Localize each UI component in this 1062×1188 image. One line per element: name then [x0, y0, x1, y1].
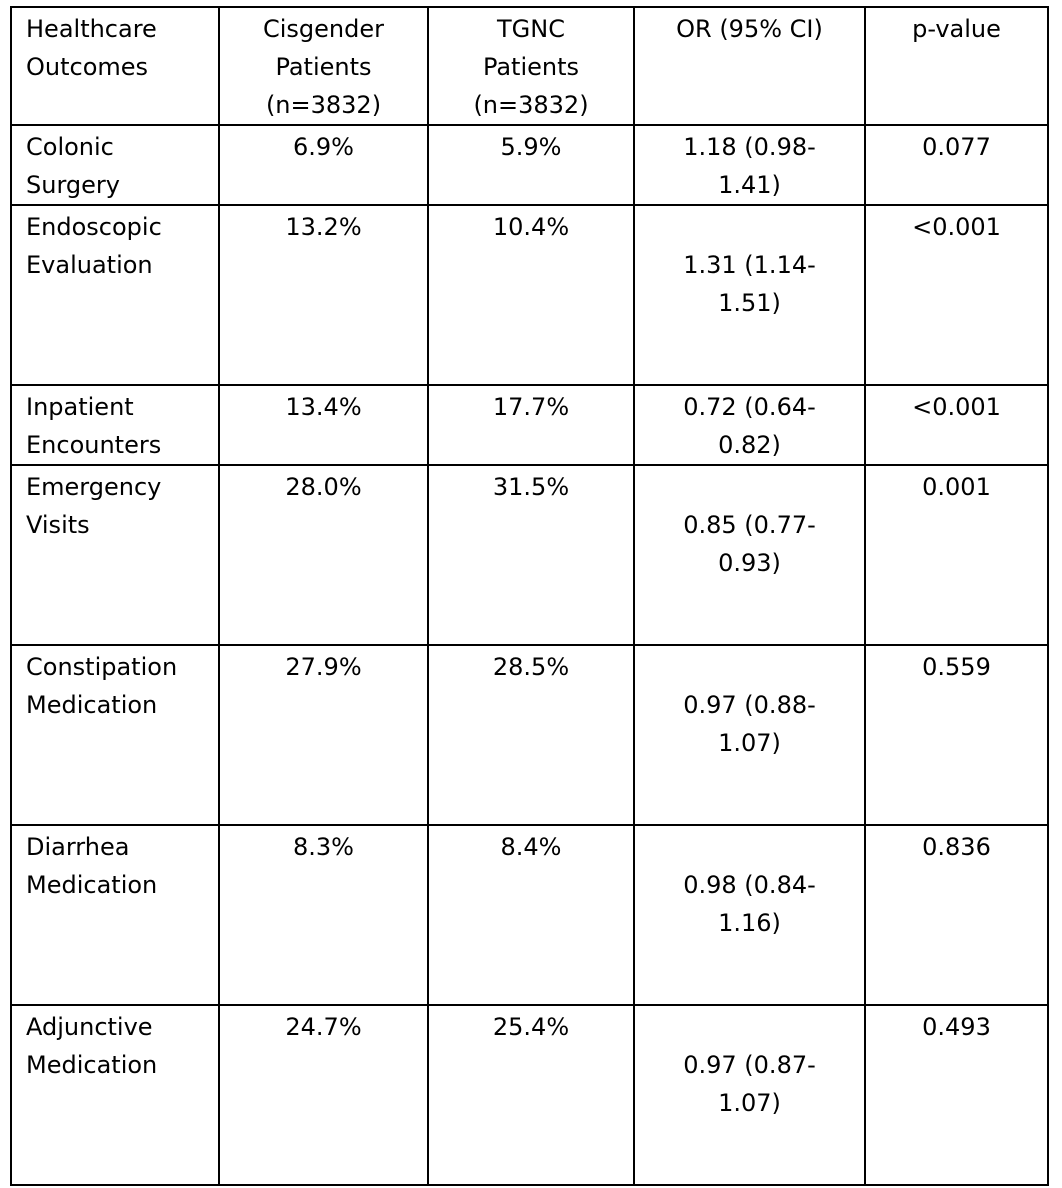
cisgender-cell: 27.9% — [218, 644, 429, 826]
tgnc-cell: 8.4% — [427, 824, 635, 1006]
p-value-cell: 0.001 — [864, 464, 1049, 646]
table-row: Diarrhea Medication 8.3% 8.4% 0.98 (0.84… — [10, 824, 1049, 1006]
tgnc-cell: 10.4% — [427, 204, 635, 386]
table-row: Endoscopic Evaluation 13.2% 10.4% 1.31 (… — [10, 204, 1049, 386]
header-cisgender-patients: Cisgender Patients (n=3832) — [218, 6, 429, 126]
or-cell: 1.18 (0.98- 1.41) — [633, 124, 866, 206]
table-row: Inpatient Encounters 13.4% 17.7% 0.72 (0… — [10, 384, 1049, 466]
table-row: Emergency Visits 28.0% 31.5% 0.85 (0.77-… — [10, 464, 1049, 646]
or-cell: 0.72 (0.64- 0.82) — [633, 384, 866, 466]
header-row: Healthcare Outcomes Cisgender Patients (… — [10, 6, 1049, 126]
or-cell: 1.31 (1.14- 1.51) — [633, 204, 866, 386]
cisgender-cell: 8.3% — [218, 824, 429, 1006]
cisgender-cell: 13.2% — [218, 204, 429, 386]
p-value-cell: 0.077 — [864, 124, 1049, 206]
cisgender-cell: 28.0% — [218, 464, 429, 646]
tgnc-cell: 5.9% — [427, 124, 635, 206]
tgnc-cell: 31.5% — [427, 464, 635, 646]
outcome-cell: Emergency Visits — [10, 464, 220, 646]
p-value-cell: <0.001 — [864, 384, 1049, 466]
table-row: Colonic Surgery 6.9% 5.9% 1.18 (0.98- 1.… — [10, 124, 1049, 206]
header-p-value: p-value — [864, 6, 1049, 126]
tgnc-cell: 28.5% — [427, 644, 635, 826]
outcome-cell: Endoscopic Evaluation — [10, 204, 220, 386]
p-value-cell: 0.493 — [864, 1004, 1049, 1186]
table-row: Adjunctive Medication 24.7% 25.4% 0.97 (… — [10, 1004, 1049, 1186]
cisgender-cell: 13.4% — [218, 384, 429, 466]
p-value-cell: 0.559 — [864, 644, 1049, 826]
tgnc-cell: 25.4% — [427, 1004, 635, 1186]
p-value-cell: <0.001 — [864, 204, 1049, 386]
table-row: Constipation Medication 27.9% 28.5% 0.97… — [10, 644, 1049, 826]
outcome-cell: Inpatient Encounters — [10, 384, 220, 466]
header-or-ci: OR (95% CI) — [633, 6, 866, 126]
tgnc-cell: 17.7% — [427, 384, 635, 466]
or-cell: 0.85 (0.77- 0.93) — [633, 464, 866, 646]
cisgender-cell: 24.7% — [218, 1004, 429, 1186]
outcomes-table: Healthcare Outcomes Cisgender Patients (… — [10, 6, 1049, 1186]
p-value-cell: 0.836 — [864, 824, 1049, 1006]
outcome-cell: Adjunctive Medication — [10, 1004, 220, 1186]
or-cell: 0.97 (0.87- 1.07) — [633, 1004, 866, 1186]
outcome-cell: Colonic Surgery — [10, 124, 220, 206]
cisgender-cell: 6.9% — [218, 124, 429, 206]
header-tgnc-patients: TGNC Patients (n=3832) — [427, 6, 635, 126]
outcome-cell: Diarrhea Medication — [10, 824, 220, 1006]
outcome-cell: Constipation Medication — [10, 644, 220, 826]
header-healthcare-outcomes: Healthcare Outcomes — [10, 6, 220, 126]
or-cell: 0.97 (0.88- 1.07) — [633, 644, 866, 826]
or-cell: 0.98 (0.84- 1.16) — [633, 824, 866, 1006]
